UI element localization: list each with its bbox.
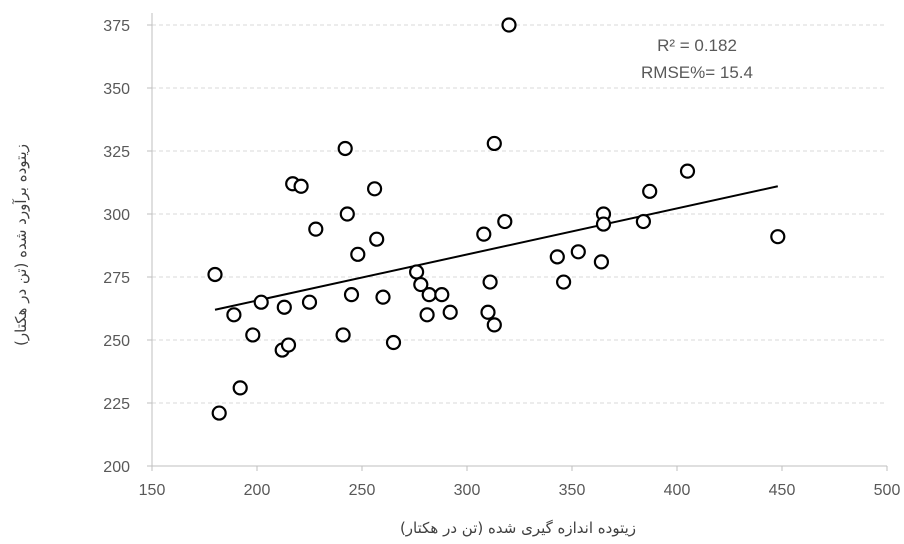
x-tick-labels: 150 200 250 300 350 400 450 500 [139,466,901,499]
x-tick-label-200: 200 [244,482,271,499]
data-point-37 [570,244,586,260]
data-point-8 [280,337,297,353]
data-point-42 [642,183,658,199]
y-tick-label-250: 250 [103,333,130,350]
data-point-20 [375,289,391,305]
data-point-7 [276,299,292,315]
data-points [207,17,786,421]
data-point-27 [442,304,458,320]
data-point-3 [232,380,248,396]
y-tick-label-350: 350 [103,81,130,98]
y-tick-label-200: 200 [103,459,130,476]
data-point-18 [367,181,383,197]
x-tick-label-350: 350 [559,482,586,499]
y-tick-label-275: 275 [103,270,130,287]
data-point-1 [211,405,227,421]
y-axis-title: زیتوده برآورد شده (تن در هکتار) [12,144,30,346]
x-axis-title: زیتوده اندازه گیری شده (تن در هکتار) [400,519,636,537]
data-point-0 [207,266,223,283]
trend-line [214,185,779,311]
data-point-31 [486,317,502,333]
x-tick-label-150: 150 [139,482,166,499]
x-tick-label-300: 300 [454,482,481,499]
y-tick-label-375: 375 [103,18,130,35]
data-point-26 [434,287,450,303]
data-point-24 [419,307,435,323]
data-point-41 [635,213,652,230]
data-point-38 [593,254,610,270]
data-point-30 [482,274,498,290]
rmse-label: RMSE%= 15.4 [641,63,753,82]
y-tick-label-300: 300 [103,207,130,224]
data-point-22 [409,264,425,280]
data-point-32 [486,135,502,152]
data-point-16 [343,287,360,303]
data-point-28 [476,226,492,242]
x-tick-label-400: 400 [664,482,691,499]
data-point-23 [413,276,429,293]
x-tick-label-450: 450 [769,482,796,499]
data-point-10 [293,178,309,194]
data-point-25 [421,287,437,303]
data-point-44 [770,229,786,245]
data-point-5 [253,294,269,310]
data-point-33 [497,213,513,230]
x-tick-label-250: 250 [349,482,376,499]
data-point-13 [335,327,351,343]
data-point-21 [385,334,402,351]
data-point-34 [501,17,517,33]
gridlines [152,24,887,404]
data-point-12 [308,221,324,237]
y-tick-labels: 200 225 250 275 300 325 350 375 [103,18,152,476]
data-point-29 [480,304,496,320]
data-point-19 [369,231,385,247]
y-tick-label-325: 325 [103,144,130,161]
data-point-11 [301,294,318,310]
data-point-14 [337,140,353,157]
data-point-2 [226,307,242,323]
data-point-17 [350,246,366,262]
data-point-43 [679,163,696,179]
data-point-40 [595,216,612,232]
data-point-4 [245,327,261,343]
data-point-35 [549,249,565,265]
y-tick-label-225: 225 [103,396,130,413]
data-point-36 [555,274,572,290]
x-tick-label-500: 500 [874,482,901,499]
data-point-15 [339,206,355,222]
r-squared-label: R² = 0.182 [657,36,737,55]
